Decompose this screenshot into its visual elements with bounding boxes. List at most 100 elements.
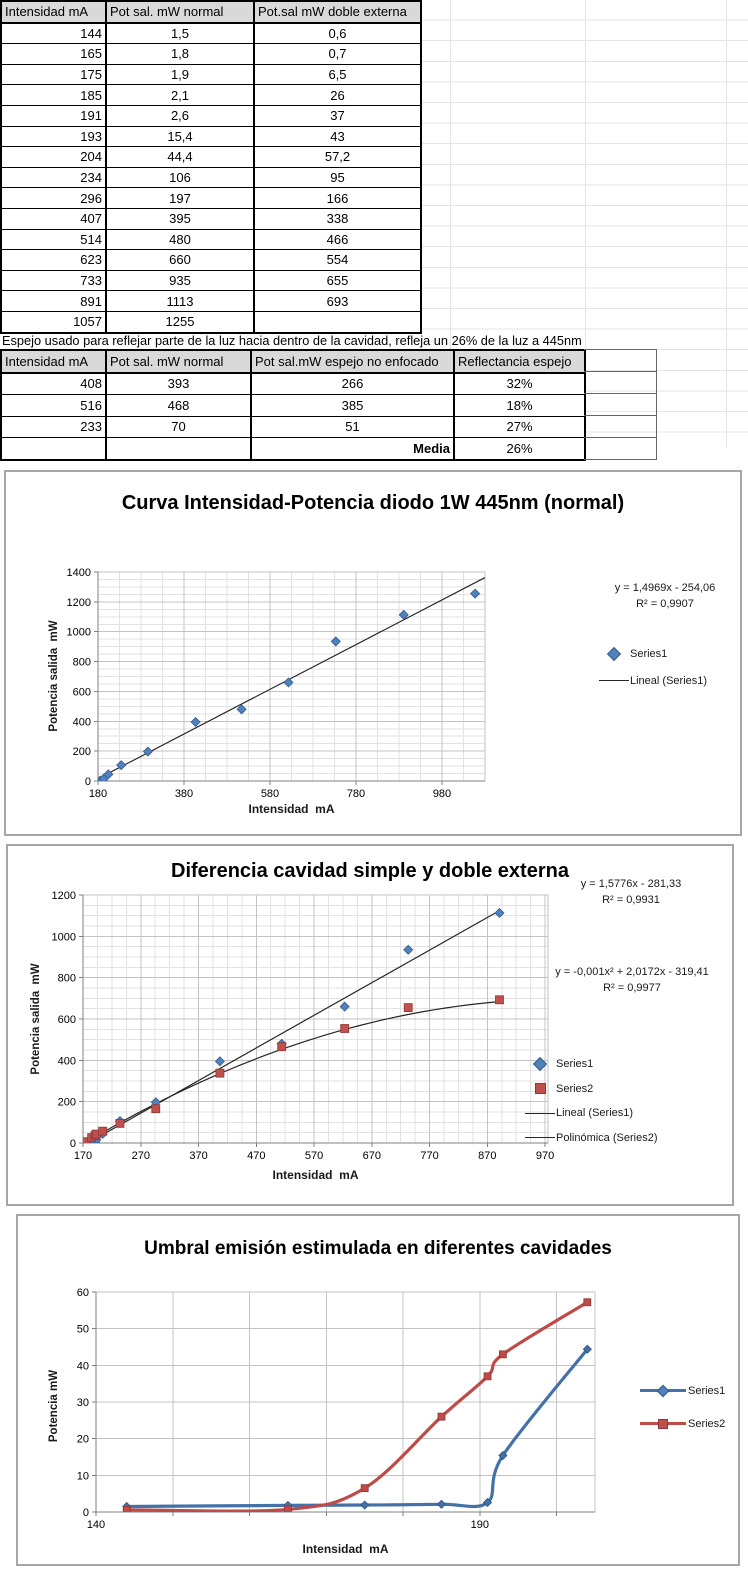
cell[interactable]: 655 — [253, 269, 422, 292]
chart-legend: Series1 Series2 Lineal (Series1) Polinóm… — [524, 1052, 657, 1150]
cell[interactable]: 514 — [0, 228, 107, 251]
cell[interactable]: 37 — [253, 104, 422, 127]
chart-threshold-box[interactable]: 0 10 20 30 40 50 60 140 190 Umbral emisión estim… — [16, 1214, 740, 1566]
column-header[interactable]: Pot sal. mW normal — [105, 0, 255, 24]
svg-text:870: 870 — [478, 1150, 496, 1162]
cell[interactable]: 26 — [253, 84, 422, 106]
cell[interactable]: 95 — [253, 166, 422, 189]
svg-text:1000: 1000 — [67, 627, 91, 639]
chart-intensity-power-box[interactable]: 0 200 400 600 800 1000 1200 1400 180 380 580 780 980… — [4, 470, 742, 836]
chart-plot[interactable]: 0 200 400 600 800 1000 1200 1400 180 380 580 780 980 — [6, 472, 740, 834]
cell[interactable]: 166 — [253, 187, 422, 209]
cell[interactable]: 2,1 — [105, 84, 255, 106]
table-row: 891 1113 693 — [0, 290, 422, 312]
column-header[interactable]: Pot sal. mW normal — [105, 349, 252, 374]
svg-text:190: 190 — [471, 1519, 489, 1531]
cell[interactable]: 15,4 — [105, 125, 255, 148]
cell[interactable]: 1,9 — [105, 63, 255, 86]
table-row: 185 2,1 26 — [0, 84, 422, 106]
cell[interactable]: 106 — [105, 166, 255, 189]
cell[interactable] — [253, 310, 422, 334]
cell[interactable]: 197 — [105, 187, 255, 209]
cell[interactable]: 408 — [0, 372, 107, 395]
cell[interactable]: 70 — [105, 415, 252, 438]
column-header[interactable]: Intensidad mA — [0, 349, 107, 374]
cell[interactable]: 44,4 — [105, 146, 255, 168]
cell[interactable]: 468 — [105, 394, 252, 417]
cell[interactable]: 0,7 — [253, 43, 422, 65]
column-header[interactable]: Pot.sal mW doble externa — [253, 0, 422, 24]
cell[interactable]: 175 — [0, 63, 107, 86]
cell[interactable]: 234 — [0, 166, 107, 189]
cell[interactable]: 296 — [0, 187, 107, 209]
cell[interactable] — [0, 437, 107, 460]
cell[interactable]: 57,2 — [253, 146, 422, 168]
cell[interactable]: 407 — [0, 207, 107, 230]
cell[interactable]: 144 — [0, 22, 107, 45]
y-axis-title: Potencia salida mW — [48, 620, 60, 732]
column-header[interactable]: Reflectancia espejo — [453, 349, 586, 374]
table-row: 204 44,4 57,2 — [0, 146, 422, 168]
cell[interactable]: 1255 — [105, 310, 255, 334]
cell[interactable]: 480 — [105, 228, 255, 251]
trendline-icon — [524, 1137, 556, 1139]
cell[interactable]: 266 — [250, 372, 455, 395]
cell[interactable]: 516 — [0, 394, 107, 417]
grid-column-line — [585, 0, 586, 448]
svg-text:570: 570 — [305, 1150, 323, 1162]
column-header[interactable]: Pot sal.mW espejo no enfocado — [250, 349, 455, 374]
cell[interactable]: 660 — [105, 249, 255, 271]
cell[interactable]: 165 — [0, 43, 107, 65]
svg-text:400: 400 — [58, 1055, 76, 1067]
empty-column[interactable] — [584, 349, 657, 460]
cell[interactable]: 204 — [0, 146, 107, 168]
chart-title: Curva Intensidad-Potencia diodo 1W 445nm… — [121, 492, 625, 514]
cell[interactable]: 393 — [105, 372, 252, 395]
chart-cavity-difference-box[interactable]: 0 200 400 600 800 1000 1200 170 270 370 470 570 670 7… — [6, 844, 734, 1206]
cell[interactable]: 733 — [0, 269, 107, 292]
chart-plot[interactable]: 0 200 400 600 800 1000 1200 170 270 370 470 570 670 7… — [8, 846, 732, 1204]
cell[interactable]: 338 — [253, 207, 422, 230]
mirror-table[interactable]: Intensidad mA Pot sal. mW normal Pot sal.m… — [0, 349, 586, 461]
cell[interactable]: 395 — [105, 207, 255, 230]
cell[interactable]: 185 — [0, 84, 107, 106]
cell[interactable]: 233 — [0, 415, 107, 438]
cell[interactable]: 18% — [453, 394, 586, 417]
cell[interactable]: 43 — [253, 125, 422, 148]
cell[interactable]: 1113 — [105, 290, 255, 312]
svg-text:970: 970 — [536, 1150, 554, 1162]
cell[interactable]: 191 — [0, 104, 107, 127]
cell[interactable]: 935 — [105, 269, 255, 292]
cell[interactable]: 32% — [453, 372, 586, 395]
trendline-equation: y = 1,5776x - 281,33 R² = 0,9931 — [580, 878, 682, 906]
cell[interactable]: 51 — [250, 415, 455, 438]
svg-text:140: 140 — [87, 1519, 105, 1531]
chart-legend: Series1 Lineal (Series1) — [598, 640, 707, 694]
measurements-table[interactable]: Intensidad mA Pot sal. mW normal Pot.sal m… — [0, 0, 422, 334]
table-row: 408 393 266 32% — [0, 372, 586, 395]
column-header[interactable]: Intensidad mA — [0, 0, 107, 24]
cell[interactable]: 891 — [0, 290, 107, 312]
table-row: 514 480 466 — [0, 228, 422, 251]
cell[interactable]: 1057 — [0, 310, 107, 334]
cell[interactable]: 193 — [0, 125, 107, 148]
cell[interactable]: 1,5 — [105, 22, 255, 45]
table-row: 165 1,8 0,7 — [0, 43, 422, 65]
cell[interactable]: 623 — [0, 249, 107, 271]
cell[interactable]: 466 — [253, 228, 422, 251]
trendline-equation: y = -0,001x² + 2,0172x - 319,41 R² = 0,9… — [555, 966, 709, 994]
legend-item: Series1 — [598, 640, 707, 667]
cell[interactable]: 1,8 — [105, 43, 255, 65]
cell[interactable]: 2,6 — [105, 104, 255, 127]
cell[interactable]: 693 — [253, 290, 422, 312]
cell[interactable] — [105, 437, 252, 460]
cell[interactable]: 27% — [453, 415, 586, 438]
trendline-icon — [524, 1112, 556, 1114]
cell[interactable]: 385 — [250, 394, 455, 417]
cell[interactable]: 0,6 — [253, 22, 422, 45]
chart-plot[interactable]: 0 10 20 30 40 50 60 140 190 — [18, 1216, 738, 1564]
table-header-row: Intensidad mA Pot sal. mW normal Pot sal.m… — [0, 349, 586, 374]
cell[interactable]: 554 — [253, 249, 422, 271]
cell[interactable]: 6,5 — [253, 63, 422, 86]
svg-text:470: 470 — [247, 1150, 265, 1162]
